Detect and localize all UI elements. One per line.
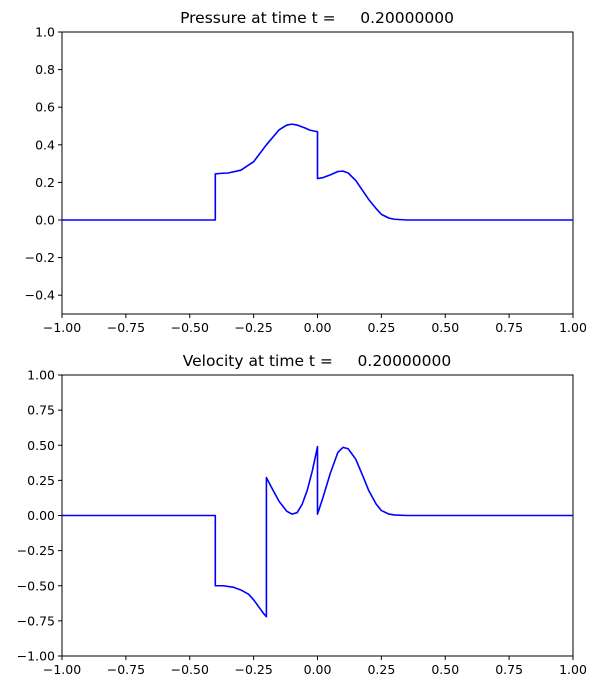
pressure-xtick-label: −0.50 (171, 320, 209, 335)
pressure-xtick-group: −1.00 −0.75 −0.50 −0.25 0.00 0.25 0.50 0.75 1.00 (43, 314, 587, 335)
pressure-series-line (62, 123, 573, 221)
pressure-ytick-label: −0.4 (25, 288, 55, 303)
pressure-xtick-label: 0.50 (431, 320, 459, 335)
velocity-ytick-label: 0.25 (27, 473, 55, 488)
velocity-xtick-label: 0.25 (367, 662, 395, 677)
pressure-xtick-label: −1.00 (43, 320, 81, 335)
velocity-ytick-label: −1.00 (17, 649, 55, 664)
velocity-ytick-group: −1.00 −0.75 −0.50 −0.25 0.00 0.25 0.50 0.75 1.00 (17, 368, 62, 664)
velocity-ytick-label: 1.00 (27, 368, 55, 383)
velocity-plot-title: Velocity at time t = 0.20000000 (183, 352, 452, 370)
velocity-ytick-label: 0.50 (27, 438, 55, 453)
pressure-ytick-label: 0.8 (35, 62, 55, 77)
velocity-ytick-label: −0.25 (17, 543, 55, 558)
pressure-plot-title: Pressure at time t = 0.20000000 (180, 9, 454, 27)
pressure-xtick-label: −0.25 (234, 320, 272, 335)
velocity-xtick-group: −1.00 −0.75 −0.50 −0.25 0.00 0.25 0.50 0.75 1.00 (43, 656, 587, 677)
velocity-subplot: Velocity at time t = 0.20000000 −1.00 −0.… (17, 352, 587, 677)
pressure-ytick-label: 0.0 (35, 213, 55, 228)
pressure-ytick-label: 0.2 (35, 175, 55, 190)
pressure-ytick-label: 1.0 (35, 25, 55, 40)
velocity-ytick-label: −0.75 (17, 613, 55, 628)
pressure-ytick-group: −0.4 −0.2 0.0 0.2 0.4 0.6 0.8 1.0 (25, 25, 62, 303)
pressure-xtick-label: 0.25 (367, 320, 395, 335)
pressure-ytick-label: 0.6 (35, 100, 55, 115)
pressure-ytick-label: −0.2 (25, 250, 55, 265)
velocity-xtick-label: 0.50 (431, 662, 459, 677)
pressure-xtick-label: 0.00 (304, 320, 332, 335)
velocity-xtick-label: −0.50 (171, 662, 209, 677)
velocity-xtick-label: −0.25 (234, 662, 272, 677)
pressure-xtick-label: −0.75 (107, 320, 145, 335)
velocity-ytick-label: 0.75 (27, 403, 55, 418)
velocity-xtick-label: −0.75 (107, 662, 145, 677)
pressure-ytick-label: 0.4 (35, 137, 55, 152)
pressure-subplot: Pressure at time t = 0.20000000 −1.00 −0.… (25, 9, 587, 335)
velocity-series-line (62, 445, 573, 618)
velocity-ytick-label: −0.50 (17, 578, 55, 593)
velocity-xtick-label: 1.00 (559, 662, 587, 677)
velocity-xtick-label: 0.75 (495, 662, 523, 677)
velocity-xtick-label: −1.00 (43, 662, 81, 677)
pressure-xtick-label: 1.00 (559, 320, 587, 335)
pressure-xtick-label: 0.75 (495, 320, 523, 335)
velocity-ytick-label: 0.00 (27, 508, 55, 523)
velocity-xtick-label: 0.00 (304, 662, 332, 677)
